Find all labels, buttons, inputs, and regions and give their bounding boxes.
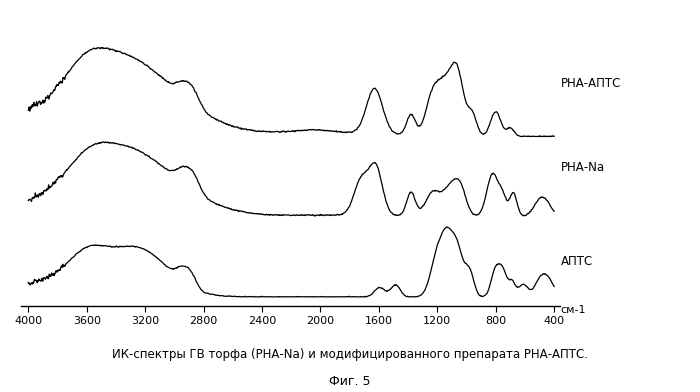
Text: РНА-АПТС: РНА-АПТС <box>561 76 621 89</box>
Text: РНА-Na: РНА-Na <box>561 161 605 174</box>
Text: АПТС: АПТС <box>561 255 593 268</box>
Text: см-1: см-1 <box>561 305 586 315</box>
Text: ИК-спектры ГВ торфа (РНА-Na) и модифицированного препарата РНА-АПТС.: ИК-спектры ГВ торфа (РНА-Na) и модифицир… <box>112 348 588 361</box>
Text: Фиг. 5: Фиг. 5 <box>329 374 371 388</box>
